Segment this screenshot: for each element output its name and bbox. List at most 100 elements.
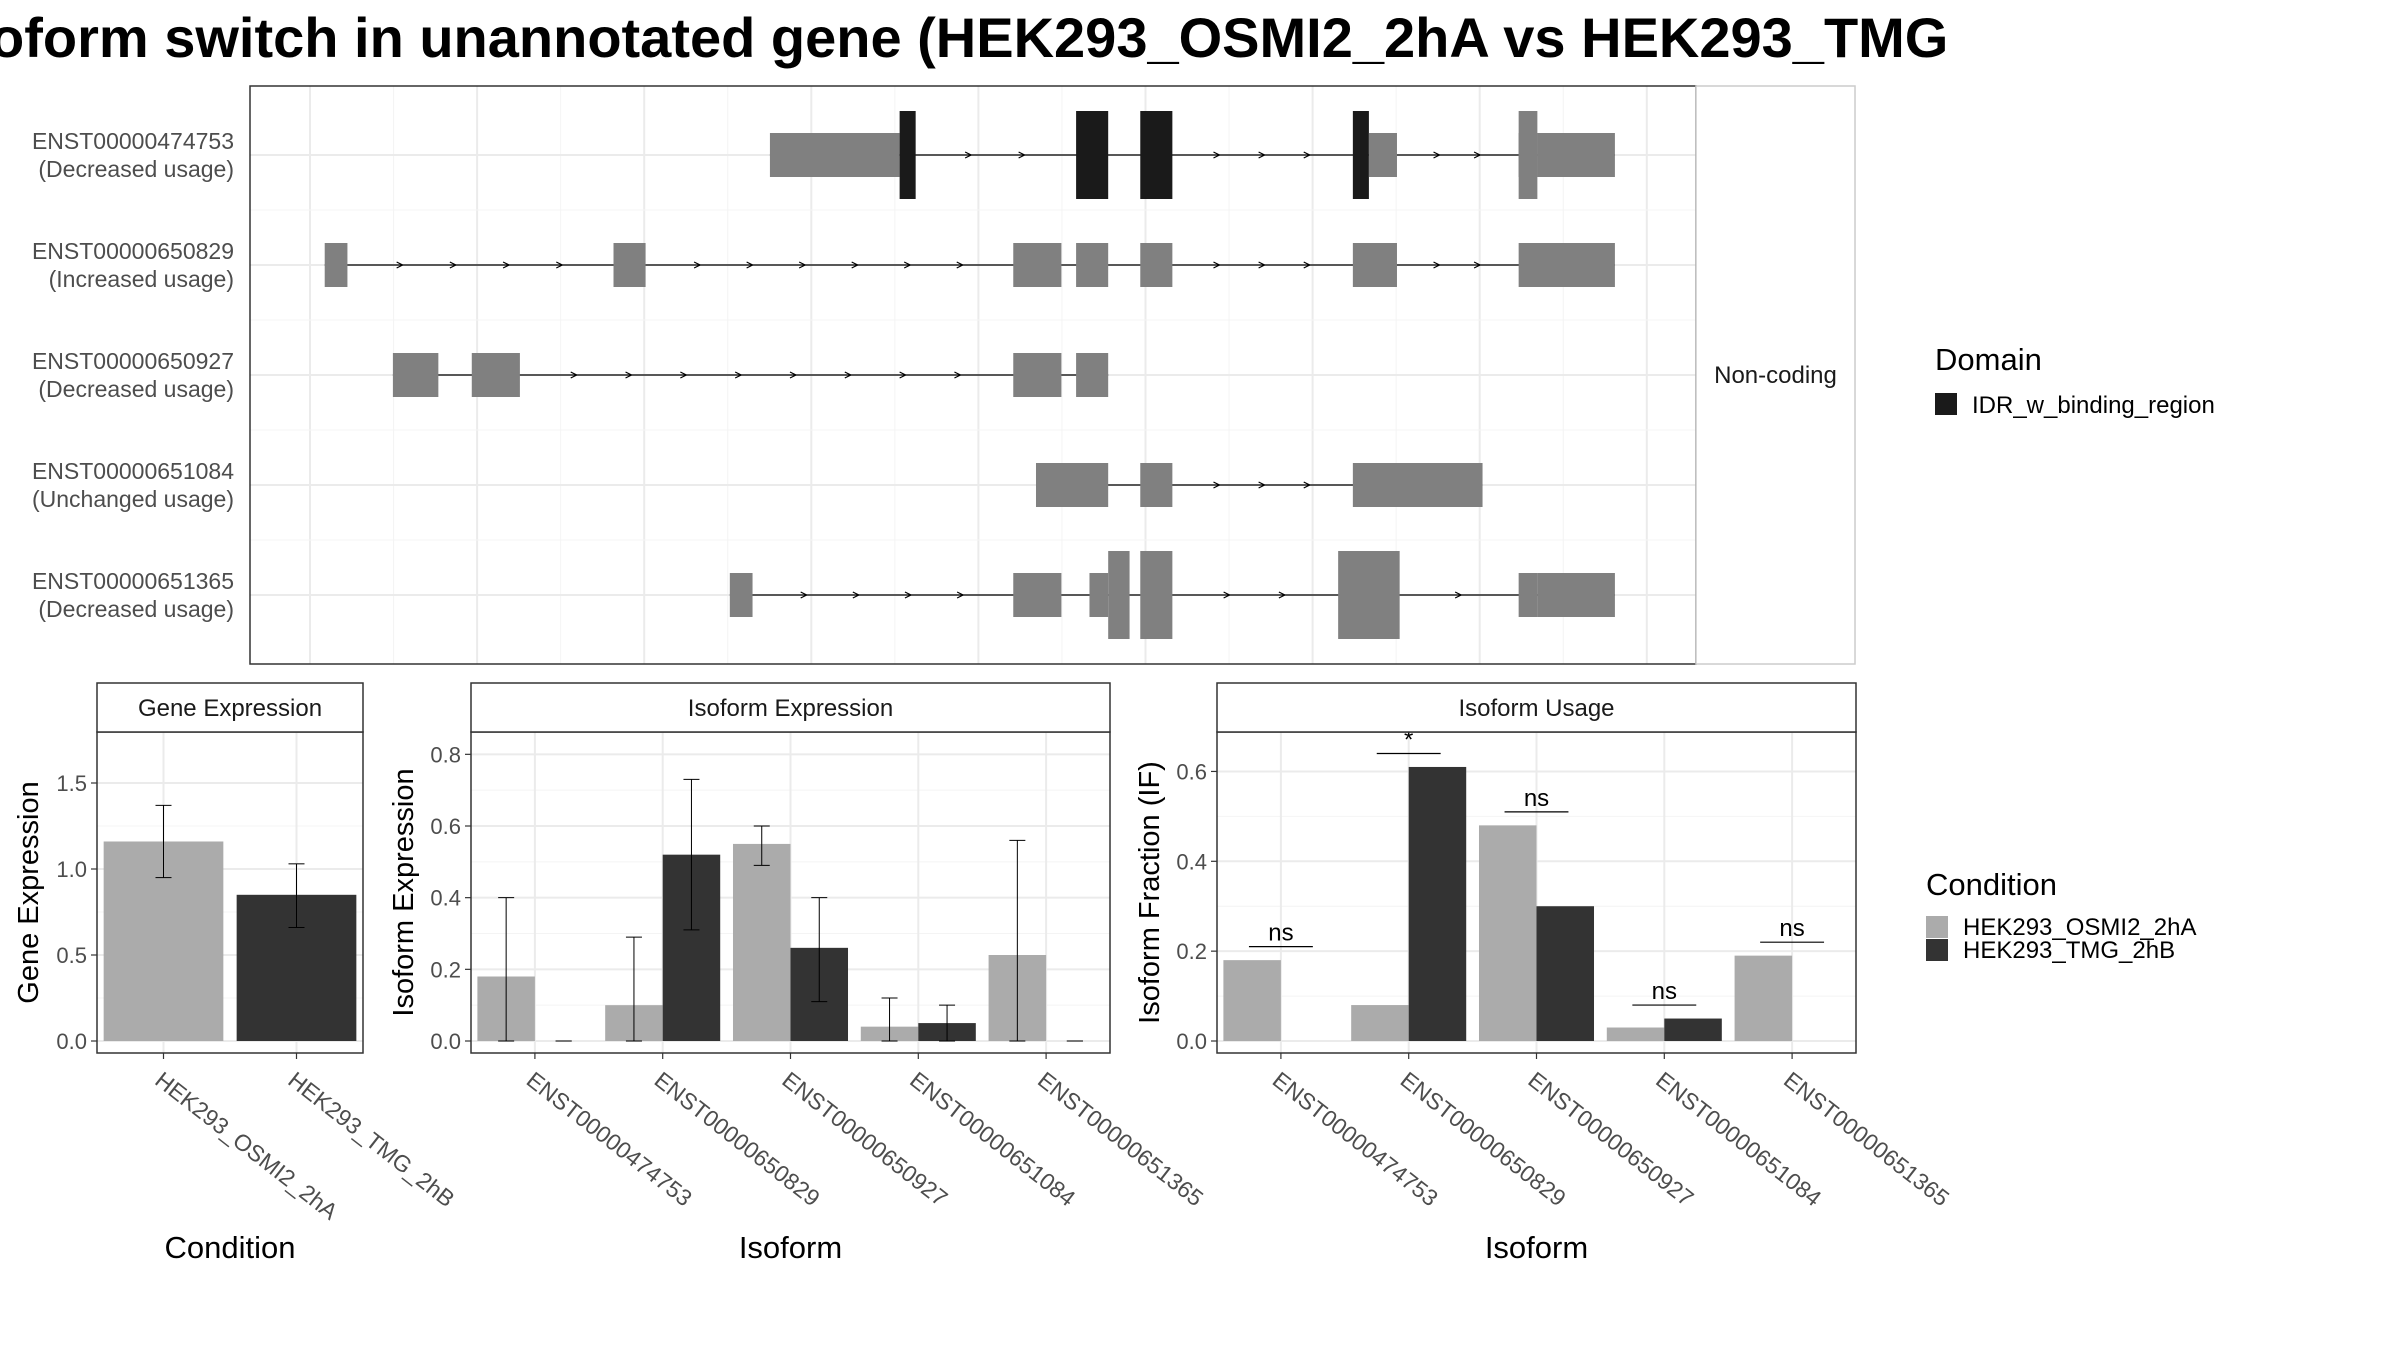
bar	[1223, 960, 1281, 1041]
transcript-id-label: ENST00000474753	[32, 128, 234, 154]
intron-arrow-marker	[1258, 151, 1266, 159]
y-axis-label: Isoform Expression	[388, 768, 420, 1016]
exon-block	[1013, 573, 1062, 617]
facet-strip	[470, 682, 1111, 733]
significance-label: ns	[1779, 915, 1804, 942]
exon-block	[1076, 353, 1109, 397]
facet-strip	[1695, 85, 1856, 665]
y-axis-label: Gene Expression	[13, 781, 45, 1003]
y-tick-label: 0.2	[1176, 939, 1207, 964]
intron-arrow-marker	[746, 261, 754, 269]
y-tick-label: 0.6	[1176, 759, 1207, 784]
intron-arrow-marker	[1433, 261, 1441, 269]
intron-arrow-marker	[1303, 481, 1312, 489]
facet-strip-label: Gene Expression	[138, 695, 322, 722]
intron-arrow-marker	[956, 261, 965, 269]
y-tick-label: 0.5	[56, 943, 87, 968]
intron-arrow-marker	[1213, 151, 1221, 159]
intron-arrow-marker	[964, 151, 973, 159]
exon-block	[1518, 573, 1538, 617]
domain-exon-block	[1076, 111, 1109, 199]
y-tick-label: 0.0	[56, 1029, 87, 1054]
isoform-expression-panel: 0.00.20.40.60.8ENST00000474753ENST000006…	[388, 682, 1208, 1265]
bar	[1664, 1018, 1722, 1041]
exon-block	[1537, 573, 1615, 617]
exon-block	[729, 573, 753, 617]
domain-legend: Domain IDR_w_binding_region	[1935, 342, 2215, 419]
condition-legend-label: HEK293_TMG_2hB	[1963, 937, 2175, 964]
exon-block	[769, 133, 900, 177]
significance-label: ns	[1524, 785, 1549, 812]
exon-block	[1013, 243, 1062, 287]
y-axis-label: Isoform Fraction (IF)	[1134, 761, 1166, 1024]
bar	[1478, 825, 1537, 1041]
transcript-usage-label: (Unchanged usage)	[32, 486, 234, 512]
bar	[1408, 766, 1467, 1041]
intron-arrow-marker	[396, 261, 404, 269]
intron-arrow-marker	[680, 371, 688, 379]
condition-legend-label: HEK293_OSMI2_2hA	[1963, 914, 2196, 941]
exon-block	[471, 353, 520, 397]
intron-arrow-marker	[625, 371, 633, 379]
y-tick-label: 0.0	[430, 1029, 461, 1054]
exon-block	[324, 243, 348, 287]
domain-legend-title: Domain	[1935, 342, 2042, 377]
y-tick-label: 0.6	[430, 814, 461, 839]
domain-exon-block	[899, 111, 916, 199]
exon-block	[1368, 133, 1397, 177]
intron-arrow-marker	[1303, 151, 1312, 159]
exon-block	[1352, 463, 1483, 507]
domain-exon-block	[1352, 111, 1369, 199]
exon-block	[1140, 243, 1173, 287]
intron-arrow-marker	[734, 371, 743, 379]
y-tick-label: 0.4	[1176, 849, 1207, 874]
condition-legend-title: Condition	[1926, 867, 2057, 902]
domain-legend-label: IDR_w_binding_region	[1972, 392, 2215, 419]
facet-strip-label: Isoform Usage	[1458, 695, 1614, 722]
facet-strip	[1216, 682, 1857, 733]
facet-strip-label: Non-coding	[1714, 362, 1837, 389]
exon-block	[1518, 243, 1615, 287]
y-tick-label: 0.2	[430, 957, 461, 982]
exon-block	[1518, 111, 1538, 199]
intron-arrow-marker	[1018, 151, 1026, 159]
intron-arrow-marker	[1223, 591, 1231, 599]
intron-arrow-marker	[502, 261, 511, 269]
exon-block	[1089, 573, 1109, 617]
intron-arrow-marker	[899, 371, 907, 379]
exon-block	[1537, 133, 1615, 177]
intron-arrow-marker	[1303, 261, 1312, 269]
y-tick-label: 0.4	[430, 886, 461, 911]
intron-arrow-marker	[798, 261, 807, 269]
transcript-usage-label: (Decreased usage)	[38, 156, 234, 182]
intron-arrow-marker	[1473, 151, 1482, 159]
intron-arrow-marker	[1473, 261, 1482, 269]
exon-block	[1140, 551, 1173, 639]
intron-arrow-marker	[954, 371, 962, 379]
domain-exon-block	[1140, 111, 1173, 199]
significance-label: ns	[1268, 920, 1293, 947]
y-tick-label: 1.5	[56, 771, 87, 796]
exon-block	[1140, 463, 1173, 507]
intron-arrow-marker	[1433, 151, 1441, 159]
exon-block	[392, 353, 439, 397]
bar	[732, 843, 791, 1041]
transcript-structure-panel: ENST00000474753(Decreased usage)ENST0000…	[32, 85, 1856, 665]
intron-arrow-marker	[1258, 481, 1266, 489]
intron-arrow-marker	[1213, 261, 1221, 269]
y-tick-label: 0.0	[1176, 1029, 1207, 1054]
transcript-usage-label: (Decreased usage)	[38, 376, 234, 402]
significance-label: *	[1404, 726, 1413, 753]
intron-arrow-marker	[800, 591, 809, 599]
transcript-id-label: ENST00000651084	[32, 458, 234, 484]
x-axis-label: Isoform	[1485, 1230, 1588, 1265]
facet-strip-label: Isoform Expression	[688, 695, 893, 722]
domain-legend-swatch	[1935, 393, 1957, 415]
intron-arrow-marker	[844, 371, 853, 379]
exon-block	[613, 243, 646, 287]
facet-strip	[96, 682, 364, 733]
intron-arrow-marker	[1454, 591, 1463, 599]
bar	[1606, 1027, 1665, 1041]
